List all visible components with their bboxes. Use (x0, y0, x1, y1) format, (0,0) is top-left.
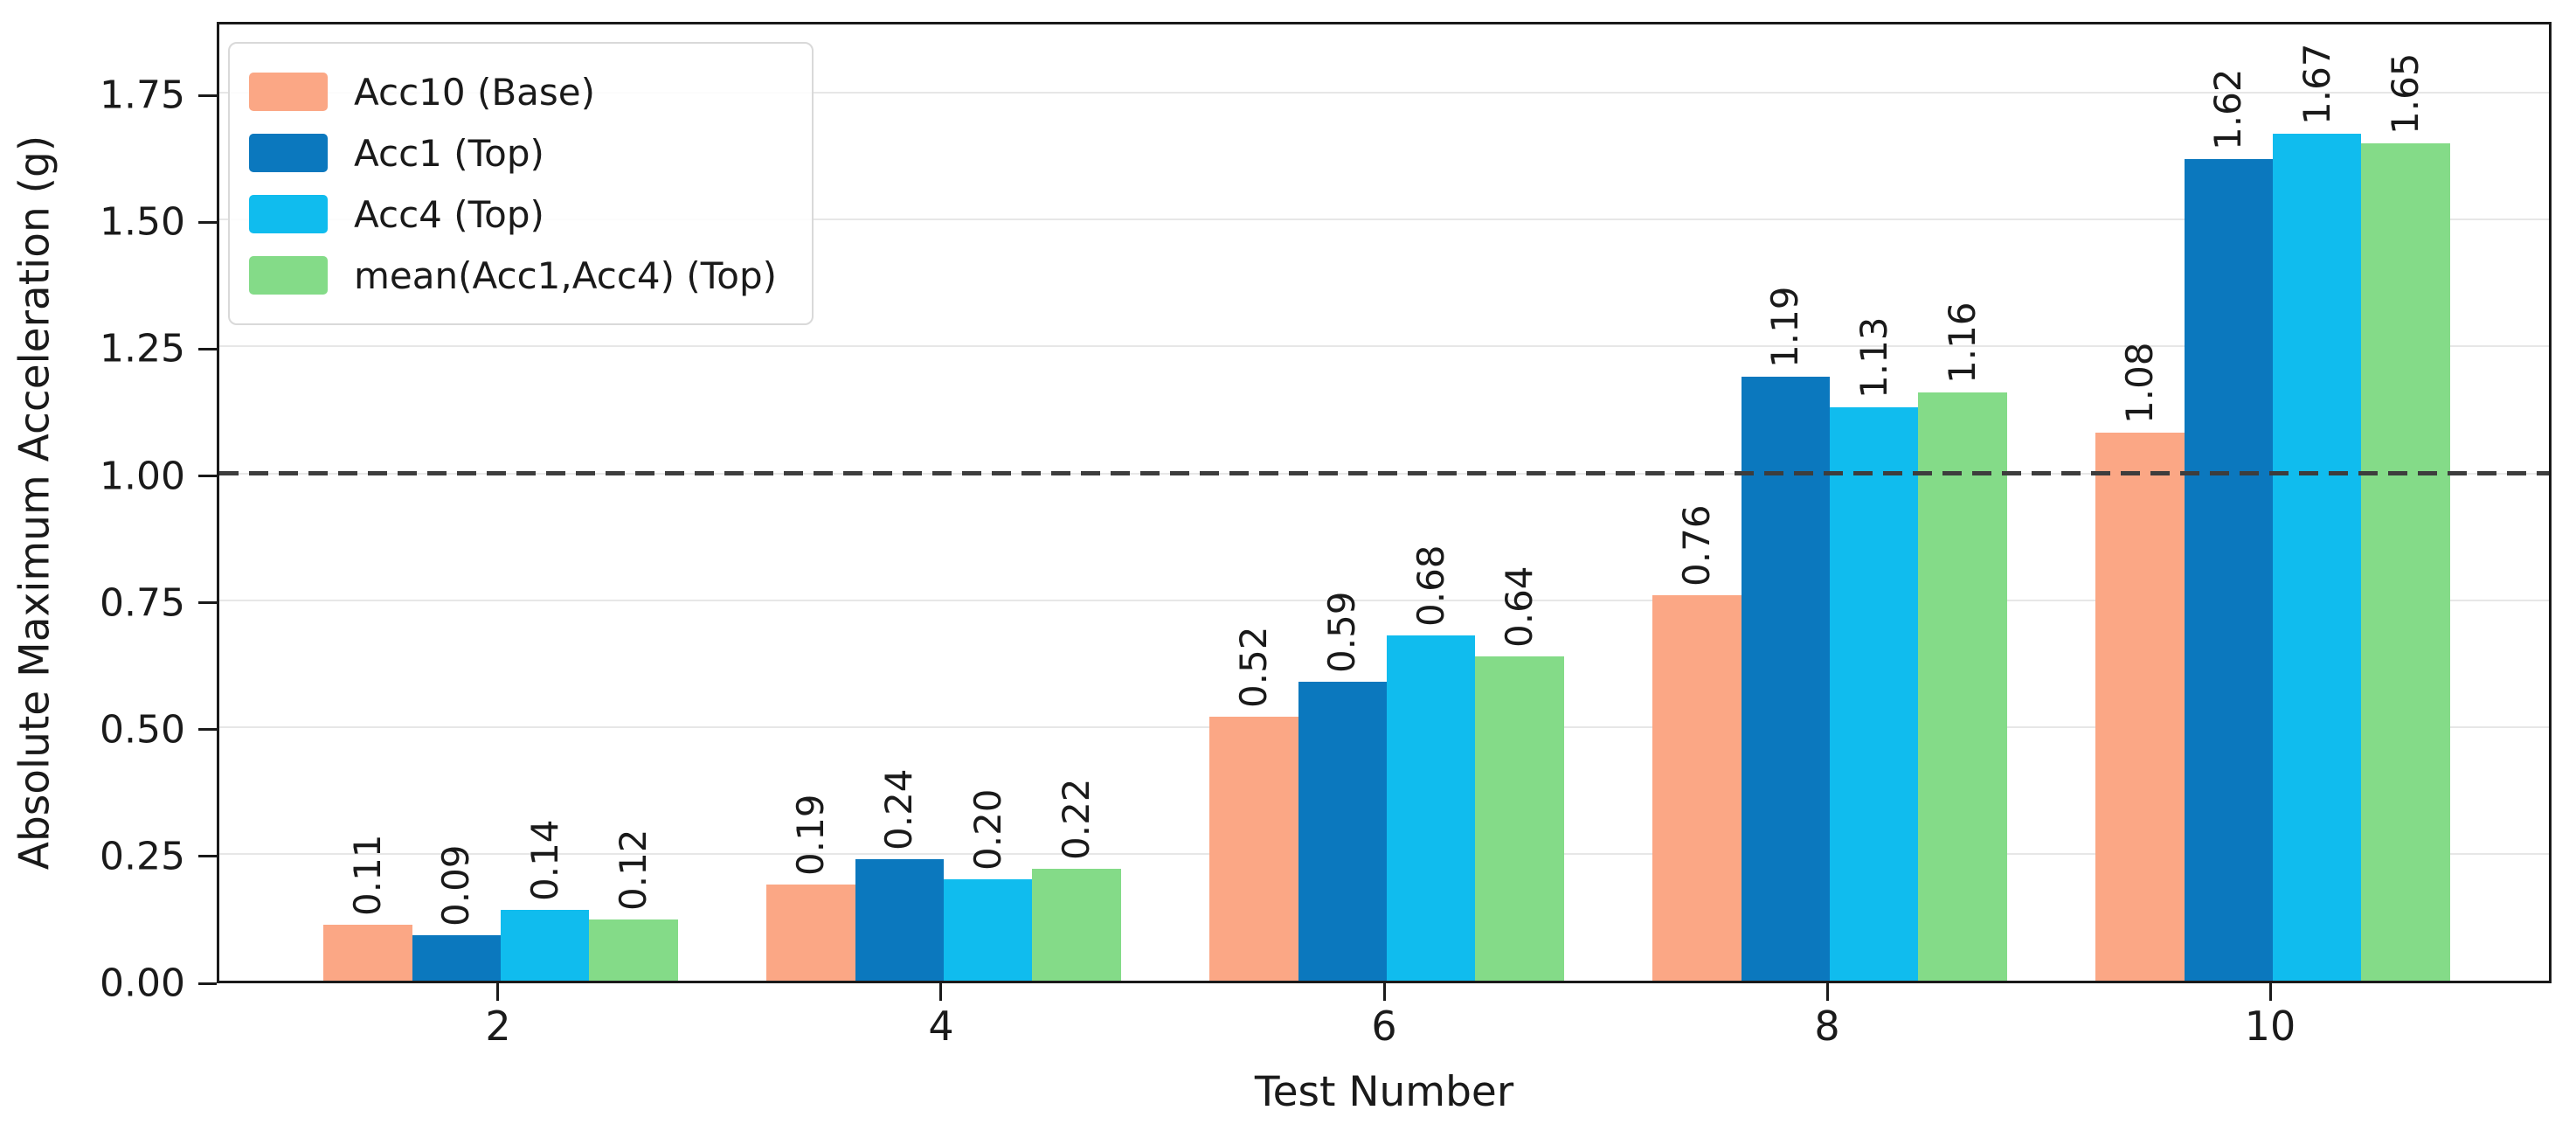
y-tick-mark (198, 220, 217, 224)
legend-item: mean(Acc1,Acc4) (Top) (249, 245, 777, 306)
y-tick-label: 0.75 (100, 580, 185, 626)
legend-color-patch (249, 256, 328, 295)
bar (500, 909, 590, 981)
bar-value-label: 0.11 (345, 834, 389, 917)
y-tick-label: 1.00 (100, 454, 185, 499)
y-tick-label: 0.00 (100, 961, 185, 1006)
bar (1652, 594, 1742, 981)
bar-value-label: 1.62 (2206, 68, 2250, 150)
y-tick-label: 0.25 (100, 834, 185, 879)
bar (1741, 377, 1830, 981)
y-tick-label: 1.25 (100, 326, 185, 371)
legend-color-patch (249, 73, 328, 111)
x-tick-mark (1382, 983, 1386, 1001)
y-tick-label: 1.75 (100, 73, 185, 118)
bar-value-label: 0.12 (612, 829, 655, 912)
y-tick-mark (198, 855, 217, 858)
bar-value-label: 1.67 (2295, 43, 2338, 125)
y-tick-label: 0.50 (100, 707, 185, 753)
legend-item: Acc1 (Top) (249, 122, 777, 184)
legend-rows: Acc10 (Base) Acc1 (Top) Acc4 (Top) mean(Acc… (249, 61, 777, 306)
gridline (219, 345, 2549, 348)
bar-value-label: 1.16 (1941, 302, 1984, 384)
legend-item: Acc10 (Base) (249, 61, 777, 122)
y-axis-label: Absolute Maximum Acceleration (g) (10, 135, 59, 871)
threshold-line (219, 470, 2549, 475)
plot-area: 0.11 0.19 0.52 0.76 1.08 0.09 0.24 0.59 1.19 1.62… (217, 22, 2552, 983)
bar (412, 934, 501, 981)
y-tick-label: 1.50 (100, 199, 185, 245)
bar-value-label: 0.09 (434, 844, 478, 926)
bar (323, 925, 412, 981)
bar-value-label: 0.76 (1674, 504, 1718, 586)
x-tick-label: 8 (1814, 1003, 1840, 1050)
legend-item: Acc4 (Top) (249, 184, 777, 245)
bar (766, 884, 855, 981)
bar-value-label: 0.19 (788, 794, 832, 876)
legend-label: mean(Acc1,Acc4) (Top) (354, 253, 778, 297)
bar (1298, 681, 1387, 981)
bar-value-label: 0.64 (1498, 565, 1541, 648)
bar (943, 878, 1033, 981)
x-axis-label: Test Number (1254, 1068, 1514, 1116)
x-tick-mark (939, 983, 943, 1001)
bar (1475, 656, 1564, 981)
legend-label: Acc10 (Base) (354, 70, 596, 114)
bar-value-label: 1.08 (2117, 342, 2161, 425)
bar-value-label: 0.52 (1231, 626, 1275, 709)
bar-value-label: 0.59 (1320, 591, 1364, 673)
x-tick-label: 4 (928, 1003, 954, 1050)
bar-value-label: 0.24 (877, 768, 921, 850)
bar-value-label: 0.68 (1409, 545, 1452, 628)
gridline (219, 219, 2549, 221)
bar (2361, 143, 2450, 981)
x-tick-label: 6 (1371, 1003, 1397, 1050)
bar (2095, 433, 2185, 981)
bar (1209, 717, 1298, 981)
x-tick-label: 2 (485, 1003, 511, 1050)
legend: Acc10 (Base) Acc1 (Top) Acc4 (Top) mean(Acc… (228, 42, 814, 325)
bar-value-label: 1.65 (2384, 52, 2427, 135)
gridline (219, 92, 2549, 94)
bar-value-label: 0.14 (523, 819, 566, 901)
x-tick-mark (496, 983, 500, 1001)
bar (1032, 869, 1121, 981)
legend-color-patch (249, 134, 328, 172)
legend-label: Acc1 (Top) (354, 131, 544, 175)
bar (1918, 392, 2007, 981)
y-tick-mark (198, 347, 217, 350)
y-tick-mark (198, 728, 217, 732)
legend-label: Acc4 (Top) (354, 192, 544, 236)
y-tick-mark (198, 982, 217, 985)
bar (2273, 133, 2362, 981)
x-tick-mark (2268, 983, 2272, 1001)
bar (1387, 635, 1476, 981)
bar (855, 858, 944, 981)
bar-value-label: 0.22 (1055, 778, 1098, 861)
x-tick-mark (1825, 983, 1829, 1001)
bar (1830, 407, 1919, 981)
y-tick-mark (198, 94, 217, 97)
bar-value-label: 1.13 (1852, 316, 1895, 399)
bar-value-label: 1.19 (1763, 286, 1807, 369)
y-tick-mark (198, 475, 217, 478)
x-tick-label: 10 (2244, 1003, 2296, 1050)
bar-value-label: 0.20 (966, 788, 1009, 871)
bar (2184, 158, 2274, 981)
bar (589, 919, 678, 981)
legend-color-patch (249, 195, 328, 233)
gridline (219, 599, 2549, 601)
y-tick-mark (198, 601, 217, 605)
